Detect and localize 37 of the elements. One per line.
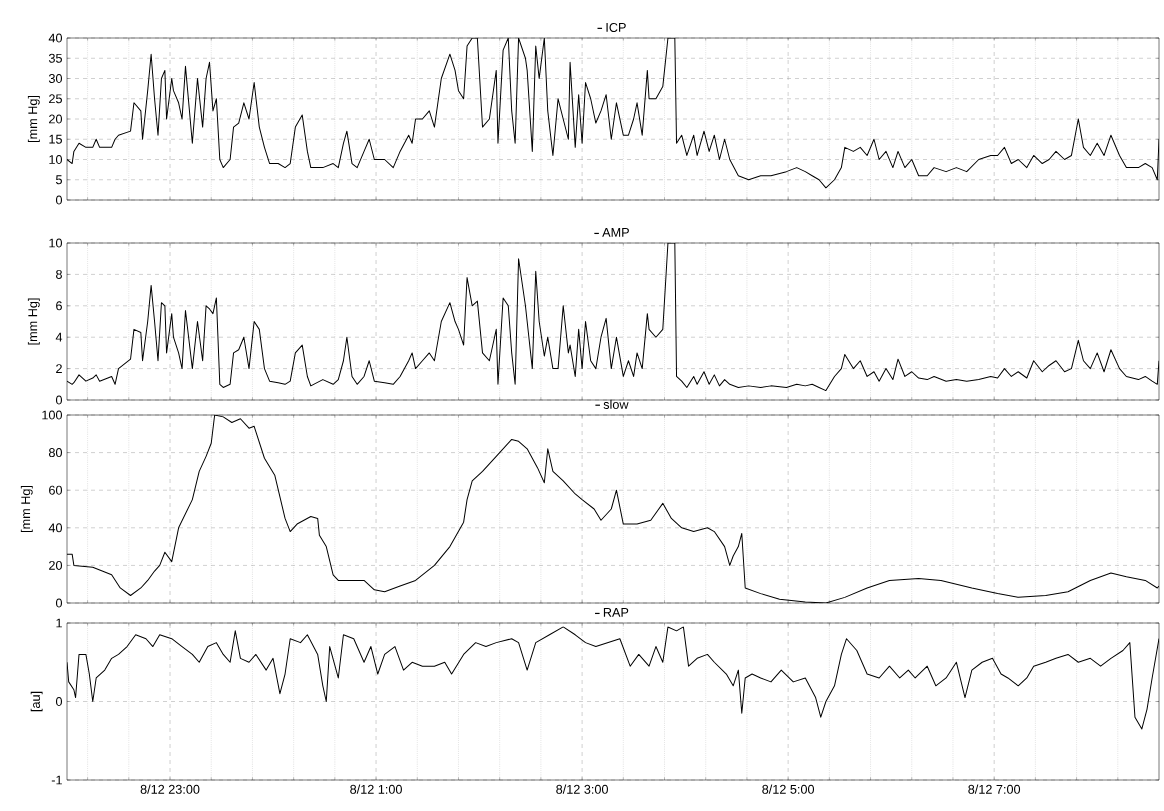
y-tick-label: 0 — [55, 697, 63, 706]
y-axis-title: [mm Hg] — [27, 95, 40, 143]
y-tick-label: 35 — [48, 53, 62, 63]
y-tick-label: 15 — [49, 134, 62, 144]
y-tick-label: 0 — [55, 598, 63, 608]
y-tick-label: 5 — [55, 175, 62, 185]
y-axis-title: [au] — [30, 691, 43, 712]
legend-label: AMP — [602, 228, 629, 237]
x-tick-label: 8/12 7:00 — [968, 784, 1021, 794]
y-tick-label: 8 — [56, 269, 62, 279]
y-tick-label: 80 — [48, 448, 63, 458]
y-tick-label: 4 — [55, 332, 63, 342]
x-tick-label: 8/12 3:00 — [556, 784, 608, 794]
y-tick-label: 2 — [56, 364, 62, 374]
y-tick-label: 60 — [49, 485, 63, 495]
y-tick-label: 6 — [56, 301, 62, 311]
y-axis-title: [mm Hg] — [27, 298, 40, 345]
y-tick-label: 0 — [55, 195, 63, 205]
y-axis-title: [mm Hg] — [20, 486, 33, 533]
x-tick-label: 8/12 23:00 — [140, 784, 200, 794]
legend-label: ICP — [606, 22, 626, 32]
legend-label: RAP — [603, 608, 629, 617]
y-tick-label: 100 — [42, 410, 63, 420]
y-tick-label: 40 — [48, 523, 63, 533]
y-tick-label: 40 — [48, 33, 63, 43]
legend-label: slow — [603, 399, 629, 409]
x-tick-label: 8/12 1:00 — [350, 784, 402, 794]
y-tick-label: -1 — [51, 775, 62, 785]
y-tick-label: 25 — [49, 94, 62, 104]
y-tick-label: 10 — [49, 155, 63, 164]
y-tick-label: 10 — [49, 238, 63, 248]
y-tick-label: 20 — [49, 560, 63, 570]
y-tick-label: 20 — [49, 114, 63, 124]
y-tick-label: 30 — [48, 74, 63, 83]
y-tick-label: 1 — [56, 618, 62, 628]
y-tick-label: 0 — [55, 395, 63, 405]
x-tick-label: 8/12 5:00 — [762, 784, 815, 794]
